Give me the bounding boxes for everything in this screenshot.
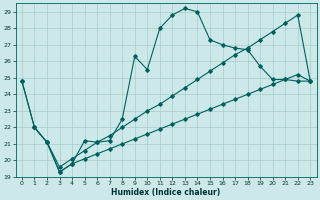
X-axis label: Humidex (Indice chaleur): Humidex (Indice chaleur) [111, 188, 221, 197]
